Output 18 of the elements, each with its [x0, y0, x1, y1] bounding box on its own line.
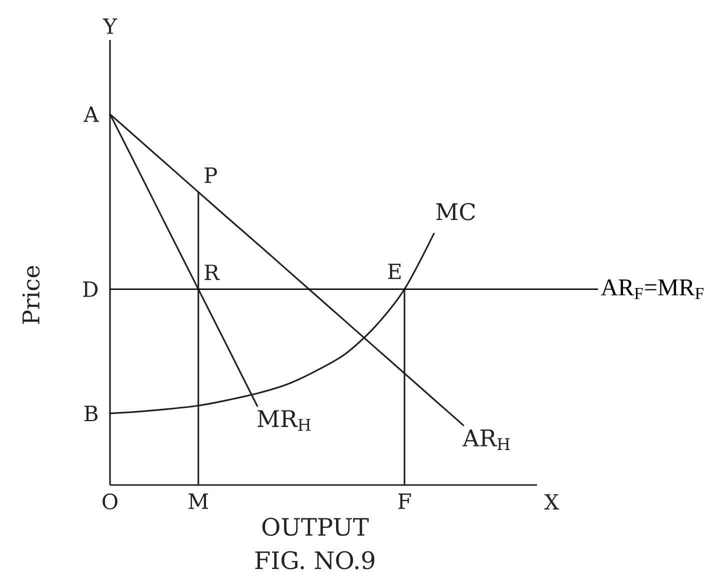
annotation: E — [388, 264, 401, 279]
annotation: A — [84, 106, 100, 122]
y-axis-title: Price — [22, 266, 40, 324]
x-tick-label: M — [188, 494, 208, 509]
annotation: B — [84, 406, 98, 422]
text: X — [544, 494, 560, 510]
series-label: AR$_{H}$ — [462, 429, 510, 450]
text: Y — [102, 18, 118, 34]
series-label: MC — [436, 202, 475, 220]
text: FIG. NO.9 — [255, 551, 374, 570]
ref-line-label: AR$_{F}$=MR$_{F}$ — [600, 279, 704, 299]
x-tick-label: F — [398, 494, 411, 509]
annotation: R — [204, 264, 220, 280]
x-tick-label: O — [102, 494, 118, 510]
annotation: P — [204, 168, 217, 183]
x-axis-title: OUTPUT — [262, 518, 369, 536]
series-label: MR$_{H}$ — [258, 410, 310, 431]
annotation: D — [83, 282, 98, 297]
